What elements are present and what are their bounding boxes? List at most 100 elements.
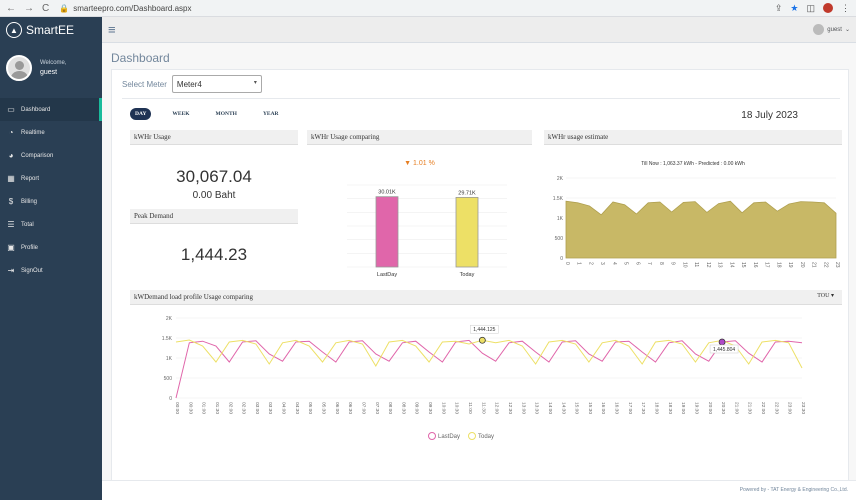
x-tick-label: 21:00 (733, 402, 739, 414)
x-tick-label: 12:30 (507, 402, 513, 414)
annotation-marker (478, 336, 486, 344)
sidepanel-icon[interactable]: ◫ (806, 2, 815, 13)
x-tick-label: 03:30 (267, 402, 273, 414)
main-content: Dashboard Select Meter Meter4 ▾ DAY WEEK… (102, 43, 856, 492)
back-icon[interactable]: ← (6, 2, 16, 14)
sidebar-item-report[interactable]: ▦ Report (0, 167, 102, 190)
kebab-menu-icon[interactable]: ⋮ (841, 2, 850, 13)
sidebar-item-dashboard[interactable]: ▭ Dashboard (0, 98, 102, 121)
user-menu[interactable]: guest ⌄ (813, 24, 850, 35)
tab-month[interactable]: MONTH (215, 111, 237, 117)
page-title: Dashboard (111, 51, 170, 65)
y-tick-label: 1.5K (553, 196, 564, 202)
x-tick-label: 04:00 (281, 402, 287, 414)
load-profile-header: kWDemand load profile Usage comparing TO… (130, 290, 842, 305)
kwhr-usage-header: kWHr Usage (130, 130, 298, 145)
share-icon[interactable]: ⇪ (774, 2, 783, 13)
brand[interactable]: ▲ SmartEE (0, 17, 102, 43)
sidebar-item-label: Report (21, 175, 40, 182)
gauge-icon: ◔ (8, 128, 14, 137)
x-tick-label: 5 (623, 262, 629, 265)
sidebar-item-realtime[interactable]: ◔ Realtime (0, 121, 102, 144)
x-tick-label: 22 (822, 262, 828, 268)
x-tick-label: 21:30 (747, 402, 753, 414)
x-tick-label: 2 (587, 262, 593, 265)
address-bar[interactable]: 🔒 smarteepro.com/Dashboard.aspx (59, 4, 191, 13)
sidebar-item-comparison[interactable]: ◕ Comparison (0, 144, 102, 167)
monitor-icon: ▭ (7, 105, 15, 114)
y-tick-label: 1K (166, 356, 173, 362)
x-tick-label: 12 (705, 262, 711, 268)
tab-week[interactable]: WEEK (172, 111, 190, 117)
pie-icon: ◕ (8, 151, 14, 160)
legend-marker (468, 432, 476, 440)
profile-box: Welcome, guest (0, 43, 102, 93)
x-tick-label: 17:00 (627, 402, 633, 414)
tab-year[interactable]: YEAR (262, 111, 279, 117)
x-tick-label: 14:00 (547, 402, 553, 414)
sidebar-item-billing[interactable]: $ Billing (0, 190, 102, 213)
sidebar-item-profile[interactable]: ▣ Profile (0, 236, 102, 259)
meter-select[interactable]: Meter4 ▾ (171, 75, 262, 93)
x-tick-label: 19:00 (680, 402, 686, 414)
bar-data-label: 29.71K (458, 190, 476, 196)
x-tick-label: 05:00 (307, 402, 313, 414)
footer: Powered by - TAT Energy & Engineering Co… (102, 480, 856, 500)
sidebar-item-label: Dashboard (21, 106, 51, 113)
sidebar-item-label: Realtime (21, 129, 45, 136)
x-tick-label: 3 (599, 262, 605, 265)
list-icon: ☰ (7, 220, 15, 229)
y-tick-label: 2K (557, 176, 564, 182)
y-tick-label: 2K (166, 316, 173, 322)
peak-demand-value: 1,444.23 (180, 245, 248, 264)
x-tick-label: 11:30 (480, 402, 486, 414)
username: guest (40, 69, 58, 76)
bookmark-star-icon[interactable]: ★ (790, 2, 799, 13)
browser-profile-icon[interactable] (823, 3, 833, 13)
x-tick-label: 19:30 (693, 402, 699, 414)
x-tick-label: 10 (681, 262, 687, 268)
x-tick-label: 09:30 (427, 402, 433, 414)
user-avatar (813, 24, 825, 35)
period-tabs: DAY WEEK MONTH YEAR (130, 108, 284, 120)
x-tick-label: 20:00 (707, 402, 713, 414)
tou-dropdown[interactable]: TOU ▾ (817, 292, 834, 299)
tab-day[interactable]: DAY (130, 108, 152, 120)
x-tick-label: 14:30 (560, 402, 566, 414)
x-tick-label: 1 (576, 262, 582, 265)
sidebar-item-signout[interactable]: ⇥ SignOut (0, 259, 102, 282)
x-tick-label: 15 (740, 262, 746, 268)
annotation-box (709, 344, 739, 354)
y-tick-label: 500 (555, 236, 564, 242)
select-meter-label: Select Meter (122, 79, 167, 89)
sidebar: ▲ SmartEE Welcome, guest ▭ Dashboard ◔ Rea… (0, 17, 102, 500)
x-tick-label: 13:00 (520, 402, 526, 414)
x-tick-label: 20:30 (720, 402, 726, 414)
x-tick-label: 06:00 (334, 402, 340, 414)
avatar (6, 55, 32, 81)
y-tick-label: 500 (164, 376, 173, 382)
series-line-today (175, 339, 803, 369)
x-tick-label: 21 (811, 262, 817, 268)
legend-label: Today (478, 434, 494, 440)
estimate-subtitle: Till Now : 1,063.37 kWh - Predicted : 0.… (641, 161, 745, 167)
x-tick-label: 06:30 (347, 402, 353, 414)
forward-icon[interactable]: → (24, 2, 34, 14)
x-tick-label: 02:30 (241, 402, 247, 414)
dashboard-panel: Select Meter Meter4 ▾ DAY WEEK MONTH YEA… (111, 69, 849, 492)
x-tick-label: 17:30 (640, 402, 646, 414)
chevron-down-icon: ▾ (830, 293, 834, 299)
x-tick-label: 00:00 (174, 402, 180, 414)
x-tick-label: 10:30 (454, 402, 460, 414)
x-tick-label: 22:00 (760, 402, 766, 414)
reload-icon[interactable]: C (42, 2, 50, 14)
x-tick-label: 11 (693, 262, 699, 267)
annotation-label: 1,444.125 (473, 327, 495, 333)
peak-demand-header: Peak Demand (130, 209, 298, 224)
x-tick-label: 23:30 (800, 402, 806, 414)
sidebar-item-total[interactable]: ☰ Total (0, 213, 102, 236)
x-tick-label: 4 (611, 262, 617, 265)
hamburger-menu-icon[interactable]: ≡ (108, 22, 116, 37)
date-label: 18 July 2023 (741, 110, 798, 121)
